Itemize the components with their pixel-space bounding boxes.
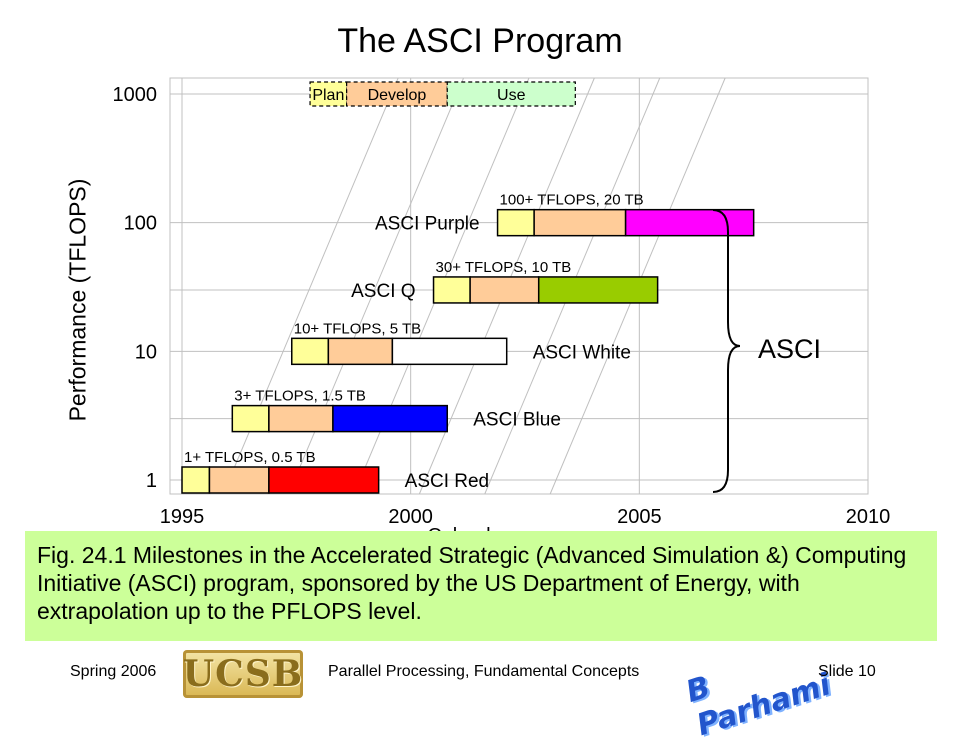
plan-segment <box>496 208 535 237</box>
system-name-label: ASCI White <box>533 342 631 363</box>
system-spec-label: 3+ TFLOPS, 1.5 TB <box>234 388 366 405</box>
develop-segment <box>327 337 394 366</box>
system-spec-label: 10+ TFLOPS, 5 TB <box>294 320 421 337</box>
system-spec-label: 100+ TFLOPS, 20 TB <box>500 192 644 209</box>
y-tick-label: 100 <box>124 213 157 235</box>
x-tick-label: 2000 <box>388 506 433 528</box>
use-segment <box>624 208 755 237</box>
figure-caption: Fig. 24.1 Milestones in the Accelerated … <box>25 531 937 641</box>
legend-box <box>309 81 348 107</box>
develop-segment <box>268 404 334 433</box>
use-segment <box>332 404 449 433</box>
legend-label: Develop <box>368 87 427 104</box>
phase-legend: Plan Develop Use <box>309 81 576 107</box>
footer-course-title: Parallel Processing, Fundamental Concept… <box>328 663 640 680</box>
curly-brace <box>712 209 741 493</box>
plan-segment <box>291 337 330 366</box>
use-segment <box>537 276 659 304</box>
author-logo: B Parhami <box>682 650 835 743</box>
legend-box <box>346 81 448 107</box>
y-tick-label: 10 <box>135 341 157 363</box>
y-tick-label: 1 <box>146 470 157 492</box>
x-tick-label: 2010 <box>846 506 891 528</box>
legend-label: Plan <box>312 87 344 104</box>
page-title: The ASCI Program <box>337 22 623 60</box>
plan-segment <box>181 466 211 494</box>
asci-chart: 1+ TFLOPS, 0.5 TB ASCI Red 3+ TFLOPS, 1.5 … <box>113 77 891 547</box>
system-spec-label: 1+ TFLOPS, 0.5 TB <box>184 449 316 466</box>
use-segment <box>268 466 380 494</box>
axis-ticks: 1995 2000 2005 2010 1 10 100 1000 <box>113 84 891 528</box>
legend-label: Use <box>497 87 526 104</box>
author-logo-text: B Parhami <box>681 667 836 743</box>
y-axis-label: Performance (TFLOPS) <box>64 178 91 422</box>
asci-brace: ASCI <box>712 209 821 493</box>
system-name-label: ASCI Q <box>351 281 415 302</box>
develop-segment <box>208 466 270 494</box>
brace-label: ASCI <box>758 334 821 364</box>
ucsb-logo: UCSB <box>183 650 303 698</box>
footer-date: Spring 2006 <box>70 663 157 680</box>
develop-segment <box>533 208 627 237</box>
legend-box <box>446 81 576 107</box>
develop-segment <box>469 276 540 304</box>
use-segment <box>391 337 508 366</box>
system-bars: 1+ TFLOPS, 0.5 TB ASCI Red 3+ TFLOPS, 1.5 … <box>181 192 755 494</box>
x-tick-label: 1995 <box>160 506 205 528</box>
x-tick-label: 2005 <box>617 506 662 528</box>
ucsb-logo-text: UCSB <box>182 653 304 695</box>
system-name-label: ASCI Red <box>405 471 489 492</box>
plan-segment <box>432 276 471 304</box>
system-spec-label: 30+ TFLOPS, 10 TB <box>436 259 572 276</box>
plan-segment <box>231 404 270 433</box>
system-name-label: ASCI Purple <box>375 214 480 235</box>
slide-number: Slide 10 <box>818 663 876 680</box>
y-tick-label: 1000 <box>113 84 158 106</box>
system-name-label: ASCI Blue <box>473 410 561 431</box>
